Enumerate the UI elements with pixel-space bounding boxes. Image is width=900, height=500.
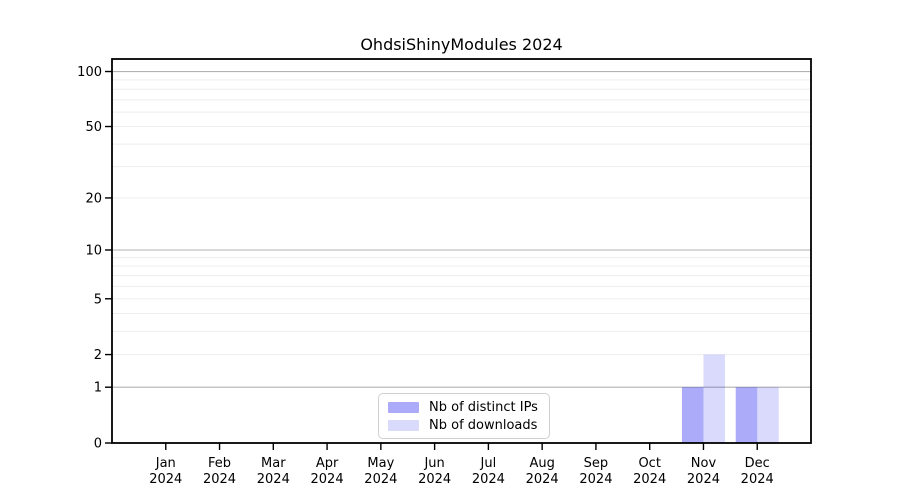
y-axis: 0 1 2 5 10 20 50 100 xyxy=(77,65,112,452)
x-tick-label-year: 2024 xyxy=(579,472,612,487)
y-tick-label: 0 xyxy=(94,437,102,452)
x-axis: Jan2024Feb2024Mar2024Apr2024May2024Jun20… xyxy=(149,443,774,487)
bars-distinct-ips xyxy=(681,387,758,443)
x-tick-label-month: Jul xyxy=(480,456,497,471)
legend-swatch-downloads xyxy=(388,420,419,431)
legend-label-distinct-ips: Nb of distinct IPs xyxy=(429,400,538,415)
bar xyxy=(757,387,779,443)
x-tick-label-year: 2024 xyxy=(311,472,344,487)
legend: Nb of distinct IPs Nb of downloads xyxy=(378,393,550,439)
x-tick-label-year: 2024 xyxy=(526,472,559,487)
legend-item-distinct-ips: Nb of distinct IPs xyxy=(388,400,539,415)
x-tick-label-month: Mar xyxy=(261,456,286,471)
bar xyxy=(681,387,704,443)
x-tick-label-month: May xyxy=(367,456,394,471)
legend-swatch-distinct-ips xyxy=(388,402,419,413)
x-tick-label-year: 2024 xyxy=(687,472,720,487)
plot-border xyxy=(111,58,812,444)
x-tick-label-month: Aug xyxy=(529,456,554,471)
x-tick-label-year: 2024 xyxy=(257,472,290,487)
x-tick-label-year: 2024 xyxy=(203,472,236,487)
x-tick-label-month: Jun xyxy=(423,456,444,471)
y-gridlines-major xyxy=(112,70,811,388)
bars-downloads xyxy=(703,354,779,443)
x-tick-label-month: Oct xyxy=(638,456,660,471)
y-tick-label: 2 xyxy=(94,348,102,363)
x-tick-label-year: 2024 xyxy=(364,472,397,487)
x-tick-label-month: Nov xyxy=(691,456,717,471)
x-tick-label-year: 2024 xyxy=(149,472,182,487)
x-tick-label-year: 2024 xyxy=(633,472,666,487)
y-tick-label: 100 xyxy=(77,65,102,80)
y-tick-label: 1 xyxy=(94,381,102,396)
x-tick-label-month: Apr xyxy=(316,456,339,471)
x-tick-label-year: 2024 xyxy=(741,472,774,487)
x-tick-label-month: Sep xyxy=(584,456,609,471)
x-tick-label-month: Dec xyxy=(745,456,770,471)
y-tick-label: 20 xyxy=(85,191,102,206)
y-tick-label: 50 xyxy=(85,120,102,135)
x-tick-label-month: Feb xyxy=(208,456,231,471)
legend-label-downloads: Nb of downloads xyxy=(429,418,538,433)
y-tick-label: 10 xyxy=(85,243,102,258)
x-tick-label-year: 2024 xyxy=(418,472,451,487)
y-gridlines-minor xyxy=(112,79,811,356)
bar xyxy=(703,354,725,443)
chart-title: OhdsiShinyModules 2024 xyxy=(360,35,563,54)
x-tick-label-year: 2024 xyxy=(472,472,505,487)
y-tick-label: 5 xyxy=(94,292,102,307)
x-tick-label-month: Jan xyxy=(155,456,176,471)
bar xyxy=(735,387,758,443)
legend-item-downloads: Nb of downloads xyxy=(388,418,539,433)
